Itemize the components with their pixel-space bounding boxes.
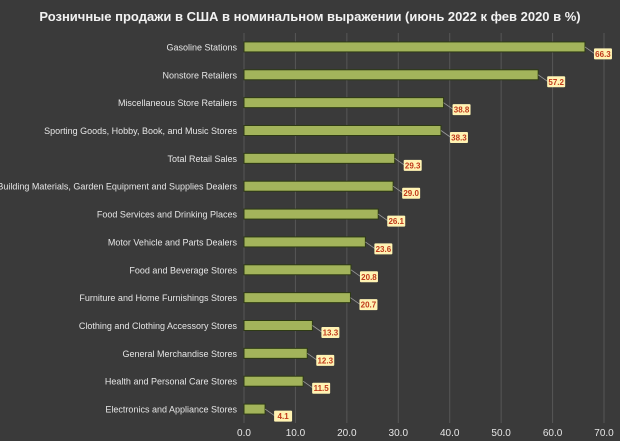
bar [243,125,442,136]
category-label: Miscellaneous Store Retailers [118,98,238,108]
x-tick-label: 0.0 [237,428,251,439]
data-label-box [374,243,393,255]
bar [243,292,351,304]
x-tick-label: 20.0 [337,428,357,439]
bar [243,41,586,53]
data-label-box [452,104,471,116]
bar [243,375,304,387]
category-label: Food and Beverage Stores [129,265,237,275]
data-label-box [274,410,293,422]
category-label: Gasoline Stations [166,42,237,52]
data-label-leader [394,158,405,166]
category-label: Sporting Goods, Hobby, Book, and Music S… [44,126,237,136]
data-label: 38.3 [451,134,467,143]
chart-title: Розничные продажи в США в номинальном вы… [39,9,581,24]
data-label-leader [440,130,452,138]
category-label: Total Retail Sales [167,154,237,164]
data-label-box [547,76,566,88]
data-label-box [316,354,335,366]
data-label-leader [350,269,362,278]
data-label-box [402,187,421,199]
x-tick-label: 70.0 [594,428,614,439]
data-label: 13.3 [323,329,339,338]
data-label: 26.1 [388,217,404,226]
bar [243,264,352,276]
x-tick-label: 50.0 [491,428,511,439]
x-tick-label: 30.0 [389,428,409,439]
bar [243,208,379,220]
data-label: 4.1 [278,412,290,421]
data-label-leader [377,213,389,222]
data-label-leader [302,380,314,389]
bar [243,180,394,192]
data-label-box [593,48,612,60]
data-label-leader [537,74,549,83]
x-tick-label: 40.0 [440,428,460,439]
data-label-leader [307,353,318,361]
x-tick-label: 60.0 [543,428,563,439]
data-label: 66.3 [595,50,611,59]
bar [243,403,266,415]
data-label-box [359,271,378,283]
category-label: Building Materials, Garden Equipment and… [0,182,237,192]
data-label: 38.8 [454,106,470,115]
x-tick-label: 10.0 [286,428,306,439]
data-label-leader [312,325,323,333]
data-label-leader [264,408,276,417]
data-label: 20.7 [361,301,377,310]
data-label: 23.6 [376,245,392,254]
category-label: Furniture and Home Furnishings Stores [79,293,237,303]
category-label: Food Services and Drinking Places [97,210,238,220]
data-label: 57.2 [548,78,564,87]
data-label-leader [584,46,596,55]
bar [243,97,445,109]
category-label: Motor Vehicle and Parts Dealers [108,237,238,247]
data-label: 12.3 [317,356,333,365]
category-label: Health and Personal Care Stores [105,377,238,387]
bar [243,152,396,164]
category-label: Nonstore Retailers [162,70,237,80]
data-label: 29.3 [405,161,421,170]
category-label: Clothing and Clothing Accessory Stores [79,321,238,331]
bar [243,347,308,359]
data-label: 20.8 [361,273,377,282]
data-label-box [312,382,331,394]
bar [243,320,313,331]
category-label: Electronics and Appliance Stores [105,405,237,415]
bar [243,69,539,81]
data-label-box [403,159,422,171]
data-label: 11.5 [314,384,330,393]
data-label-box [387,215,406,227]
data-label-leader [365,241,376,250]
data-label-box [449,132,468,143]
data-label-box [359,299,378,311]
data-label-leader [443,102,454,110]
data-label-leader [392,185,404,194]
data-label: 29.0 [403,189,419,198]
data-label-leader [350,297,361,305]
data-label-box [321,327,340,338]
bar [243,236,366,248]
category-label: General Merchandise Stores [122,349,237,359]
